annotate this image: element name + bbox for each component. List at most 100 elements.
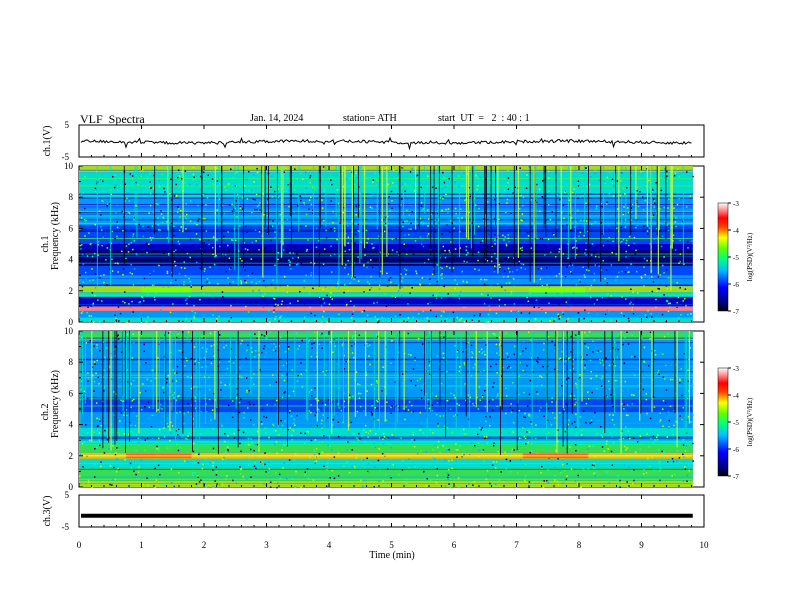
spectrogram-speckle — [445, 208, 447, 211]
spectrogram-speckle — [270, 343, 272, 345]
spectrogram-speckle — [108, 366, 111, 368]
spectrogram-speckle — [443, 176, 445, 179]
spectrogram-speckle — [233, 208, 235, 210]
spectrogram-speckle — [197, 453, 200, 456]
spectrogram-speckle — [548, 286, 551, 289]
spectrogram-speckle — [356, 410, 359, 413]
spectrogram-speckle — [277, 434, 280, 436]
spectrogram-speckle — [605, 471, 608, 473]
spectrogram-speckle — [126, 457, 128, 460]
spectrogram-speckle — [601, 446, 604, 448]
spectrogram-speckle — [239, 205, 241, 208]
spectrogram-speckle — [118, 320, 120, 322]
spectrogram-speckle — [644, 199, 646, 202]
spectrogram-speckle — [615, 227, 618, 230]
spectrogram-speckle — [414, 190, 416, 193]
y-tick-label: 5 — [65, 120, 70, 130]
spectrogram-speckle — [528, 312, 531, 315]
spectrogram-speckle — [313, 454, 316, 456]
spectrogram-speckle — [500, 471, 502, 473]
spectrogram-speckle — [428, 360, 431, 363]
spectrogram-speckle — [437, 440, 440, 443]
spectrogram-speckle — [662, 399, 665, 402]
spectrogram-speckle — [494, 239, 496, 241]
spectrogram-speckle — [210, 419, 212, 421]
spectrogram-speckle — [461, 456, 464, 459]
spectrogram-speckle — [391, 207, 393, 210]
spectrogram-speckle — [87, 481, 90, 483]
spectrogram-speckle — [387, 351, 389, 354]
spectrogram-speckle — [620, 226, 622, 229]
spectrogram-speckle — [405, 253, 408, 256]
spectrogram-speckle — [619, 194, 622, 197]
spectrogram-speckle — [345, 264, 347, 266]
spectrogram-speckle — [483, 302, 486, 305]
spectrogram-speckle — [253, 355, 256, 358]
spectrogram-speckle — [412, 433, 415, 436]
spectrogram-speckle — [592, 340, 594, 343]
spectrogram-speckle — [461, 455, 463, 458]
spectrogram-speckle — [108, 268, 111, 270]
spectrogram-speckle — [121, 210, 124, 213]
spectrogram-speckle — [158, 264, 160, 267]
spectrogram-speckle — [395, 237, 397, 240]
spectrogram-speckle — [179, 350, 182, 352]
spectrogram-speckle — [422, 222, 425, 225]
spectrogram-speckle — [100, 424, 102, 427]
spectrogram-speckle — [163, 217, 165, 219]
spectrogram-speckle — [169, 439, 171, 442]
spectrogram-speckle — [116, 262, 119, 264]
spectrogram-speckle — [372, 192, 375, 195]
spectrogram-speckle — [330, 292, 333, 295]
spectrogram-speckle — [90, 305, 93, 307]
spectrogram-speckle — [239, 207, 242, 209]
spectrogram-speckle — [281, 449, 283, 451]
spectrogram-speckle — [259, 405, 261, 408]
spectrogram-speckle — [502, 276, 505, 278]
spectrogram-speckle — [553, 233, 555, 236]
spectrogram-speckle — [616, 276, 619, 278]
spectrogram-speckle — [94, 252, 96, 255]
spectrogram-speckle — [289, 261, 291, 263]
spectrogram-speckle — [692, 442, 694, 445]
spectrogram-speckle — [598, 179, 601, 182]
spectrogram-speckle — [573, 237, 576, 239]
spectrogram-speckle — [583, 317, 585, 320]
spectrogram-speckle — [313, 262, 316, 265]
spectrogram-speckle — [519, 167, 521, 169]
spectrogram-speckle — [142, 286, 144, 289]
spectrogram-speckle — [367, 345, 369, 347]
spectrogram-speckle — [583, 469, 585, 471]
spectrogram-speckle — [85, 278, 87, 280]
spectrogram-speckle — [453, 415, 455, 417]
spectrogram-speckle — [554, 479, 556, 481]
spectrogram-speckle — [167, 374, 169, 377]
colorbar-tick-label: -7 — [733, 473, 739, 481]
spectrogram-speckle — [399, 320, 402, 322]
spectrogram-speckle — [658, 469, 661, 472]
spectrogram-speckle — [692, 175, 694, 178]
spectrogram-speckle — [238, 411, 241, 414]
spectrogram-speckle — [222, 295, 224, 298]
spectrogram-speckle — [522, 263, 525, 266]
spectrogram-speckle — [216, 180, 219, 182]
spectrogram-speckle — [646, 412, 648, 415]
spectrogram-speckle — [121, 351, 123, 354]
spectrogram-speckle — [191, 472, 194, 474]
spectrogram-speckle — [489, 482, 491, 485]
spectrogram-speckle — [407, 303, 409, 305]
spectrogram-speckle — [646, 230, 649, 232]
spectrogram-speckle — [658, 461, 661, 463]
spectrogram-speckle — [526, 232, 529, 234]
spectrogram-speckle — [221, 458, 224, 461]
spectrogram-speckle — [347, 259, 349, 262]
spectrogram-speckle — [655, 344, 657, 347]
spectrogram-speckle — [463, 362, 466, 364]
spectrogram-speckle — [477, 251, 480, 253]
spectrogram-speckle — [350, 277, 353, 279]
spectrogram-speckle — [132, 333, 134, 335]
spectrogram-speckle — [451, 431, 454, 434]
spectrogram-speckle — [687, 484, 689, 487]
spectrogram-speckle — [287, 348, 290, 350]
spectrogram-speckle — [191, 474, 194, 477]
